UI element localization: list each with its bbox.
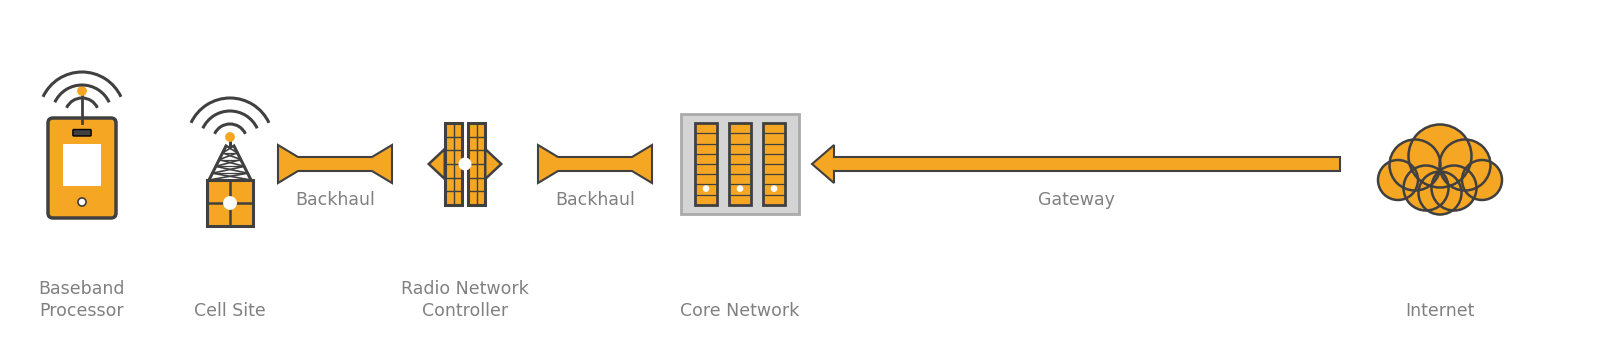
Circle shape xyxy=(1461,160,1501,200)
Polygon shape xyxy=(538,145,651,183)
Circle shape xyxy=(1417,171,1461,214)
FancyBboxPatch shape xyxy=(48,118,116,218)
Bar xyxy=(207,180,252,226)
Bar xyxy=(694,123,717,205)
Circle shape xyxy=(1388,140,1440,190)
Polygon shape xyxy=(429,149,445,179)
Circle shape xyxy=(1430,166,1475,210)
Bar xyxy=(63,144,101,186)
Circle shape xyxy=(1408,124,1470,187)
Circle shape xyxy=(223,197,236,209)
Polygon shape xyxy=(485,149,501,179)
Bar xyxy=(728,123,750,205)
Circle shape xyxy=(702,186,709,191)
Circle shape xyxy=(1377,160,1417,200)
Text: Radio Network
Controller: Radio Network Controller xyxy=(400,280,529,320)
Text: Backhaul: Backhaul xyxy=(294,191,374,209)
Text: Gateway: Gateway xyxy=(1037,191,1114,209)
Circle shape xyxy=(77,198,87,206)
Text: Cell Site: Cell Site xyxy=(194,302,265,320)
Polygon shape xyxy=(278,145,392,183)
Circle shape xyxy=(1403,166,1448,210)
Circle shape xyxy=(79,199,85,205)
Text: Internet: Internet xyxy=(1405,302,1474,320)
Bar xyxy=(763,123,784,205)
Circle shape xyxy=(225,133,235,141)
Polygon shape xyxy=(812,145,1339,183)
Bar xyxy=(445,123,461,205)
Text: Baseband
Processor: Baseband Processor xyxy=(39,280,125,320)
Circle shape xyxy=(460,158,471,170)
Text: Backhaul: Backhaul xyxy=(554,191,635,209)
FancyBboxPatch shape xyxy=(72,130,92,136)
Bar xyxy=(681,114,799,214)
Bar xyxy=(468,123,485,205)
Circle shape xyxy=(738,186,742,191)
Circle shape xyxy=(1438,140,1490,190)
Text: Core Network: Core Network xyxy=(680,302,799,320)
Circle shape xyxy=(771,186,776,191)
Circle shape xyxy=(77,87,87,95)
